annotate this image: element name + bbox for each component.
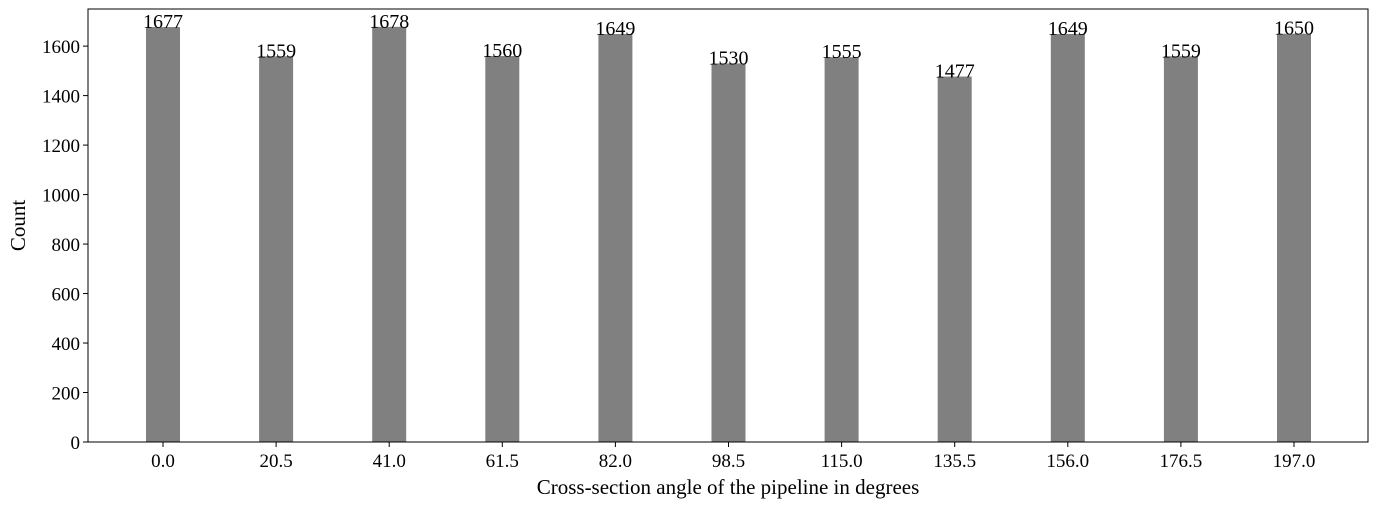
data-label-20.5: 1559 [256,40,296,62]
x-axis: 0.0 20.5 41.0 61.5 82.0 98.5 115.0 135.5 156.0 17… [151,442,1315,472]
data-label-82.0: 1649 [595,18,635,40]
y-axis-title: Count [6,200,30,252]
bar-135.5 [937,76,972,442]
data-label-115.0: 1555 [822,41,862,63]
bars-group [146,26,1311,443]
y-tick-label-1600: 1600 [42,37,80,58]
data-label-135.5: 1477 [935,61,975,83]
data-label-98.5: 1530 [709,47,749,69]
x-axis-title: Cross-section angle of the pipeline in d… [537,475,920,499]
data-label-41.0: 1678 [369,11,409,33]
bar-115.0 [824,57,859,443]
bar-156.0 [1050,33,1085,442]
data-label-0.0: 1677 [143,11,183,33]
y-tick-label-600: 600 [52,285,81,306]
x-tick-label-156.0: 156.0 [1046,451,1089,472]
bar-176.5 [1163,56,1198,443]
y-tick-label-400: 400 [52,334,81,355]
bar-98.5 [711,63,746,442]
x-tick-label-135.5: 135.5 [933,451,976,472]
data-labels-group: 1677 1559 1678 1560 1649 1530 1555 1477 1649 1559… [143,11,1314,83]
y-axis: 0 200 400 600 800 1000 1200 1400 1600 [42,37,88,454]
x-tick-label-82.0: 82.0 [599,451,632,472]
x-tick-label-41.0: 41.0 [373,451,406,472]
data-label-156.0: 1649 [1048,18,1088,40]
x-tick-label-61.5: 61.5 [486,451,519,472]
data-label-197.0: 1650 [1274,18,1314,40]
data-label-61.5: 1560 [482,40,522,62]
data-label-176.5: 1559 [1161,40,1201,62]
y-tick-label-200: 200 [52,384,81,405]
plot-frame [87,8,1369,443]
x-tick-label-98.5: 98.5 [712,451,745,472]
y-tick-label-1400: 1400 [42,87,80,108]
bar-82.0 [598,33,633,442]
x-tick-label-176.5: 176.5 [1160,451,1203,472]
y-tick-label-1000: 1000 [42,186,80,207]
bar-61.5 [485,56,520,443]
y-tick-label-1200: 1200 [42,136,80,157]
bar-197.0 [1277,33,1311,442]
bar-41.0 [372,26,407,443]
x-tick-label-20.5: 20.5 [259,451,292,472]
bar-20.5 [259,56,294,443]
x-tick-label-0.0: 0.0 [151,451,175,472]
y-tick-label-0: 0 [71,433,81,454]
x-tick-label-197.0: 197.0 [1273,451,1316,472]
x-tick-label-115.0: 115.0 [821,451,863,472]
y-tick-label-800: 800 [52,235,81,256]
bar-0.0 [146,27,180,442]
